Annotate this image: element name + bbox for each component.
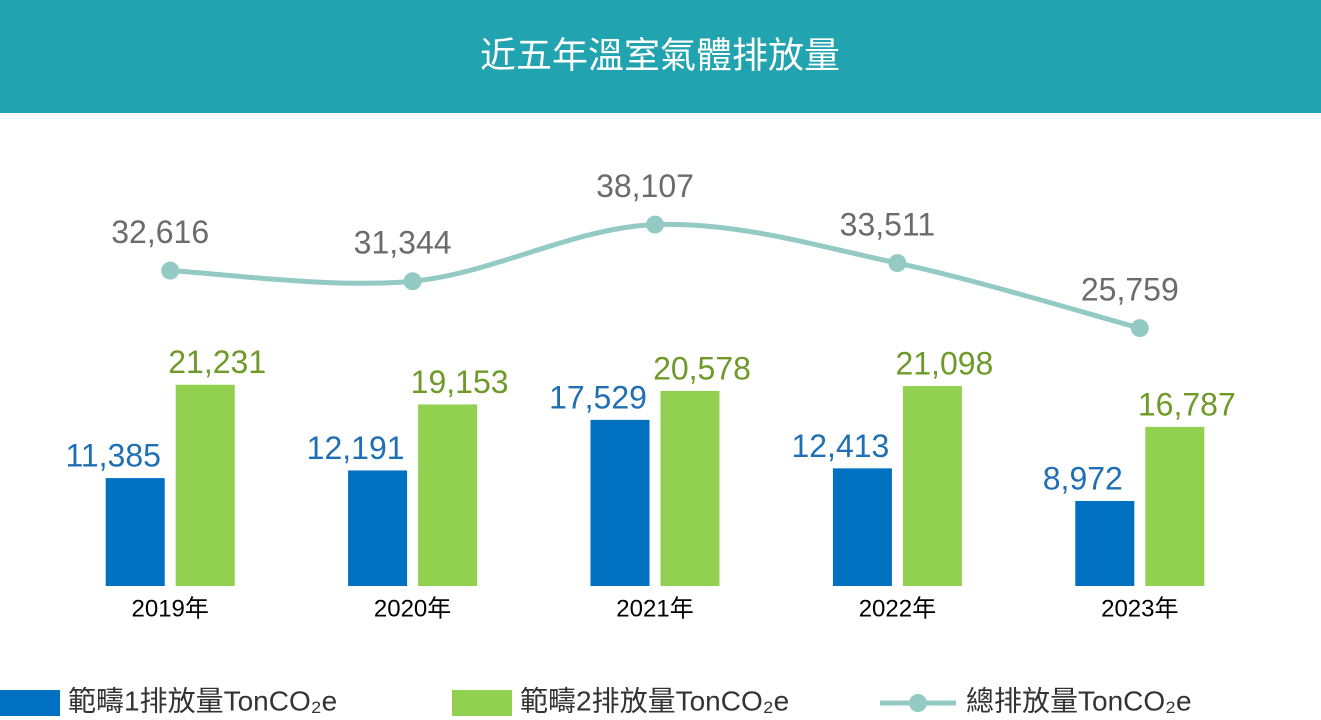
bar bbox=[1075, 500, 1135, 586]
x-tick-label: 2022年 bbox=[859, 595, 936, 622]
legend-marker bbox=[909, 694, 927, 712]
line-marker bbox=[888, 254, 907, 273]
value-label: 21,098 bbox=[895, 345, 993, 381]
value-label: 20,578 bbox=[653, 350, 751, 386]
line-marker bbox=[161, 261, 180, 280]
x-tick-label: 2020年 bbox=[374, 595, 451, 622]
value-label: 32,616 bbox=[111, 214, 209, 250]
bar bbox=[832, 468, 892, 586]
value-label: 16,787 bbox=[1138, 386, 1236, 422]
value-label: 19,153 bbox=[411, 364, 509, 400]
line-marker bbox=[646, 215, 664, 234]
bar bbox=[660, 390, 720, 586]
value-label: 12,191 bbox=[307, 430, 405, 466]
bar bbox=[590, 419, 650, 586]
value-label: 12,413 bbox=[791, 428, 889, 464]
bar bbox=[175, 384, 235, 586]
bar bbox=[1145, 426, 1205, 586]
bar bbox=[902, 386, 962, 586]
value-label: 38,107 bbox=[596, 168, 694, 204]
x-tick-label: 2021年 bbox=[616, 595, 693, 622]
line-marker bbox=[403, 272, 422, 291]
bar bbox=[418, 404, 478, 586]
bar bbox=[105, 478, 165, 586]
x-tick-label: 2023年 bbox=[1101, 595, 1178, 622]
value-label: 8,972 bbox=[1043, 460, 1123, 496]
legend-swatch bbox=[0, 690, 60, 716]
legend-label: 範疇1排放量TonCO₂e bbox=[68, 685, 337, 716]
legend-label: 範疇2排放量TonCO₂e bbox=[520, 685, 789, 716]
header-band bbox=[0, 0, 1321, 113]
x-tick-label: 2019年 bbox=[132, 595, 209, 622]
value-label: 25,759 bbox=[1081, 272, 1179, 308]
value-label: 17,529 bbox=[549, 379, 647, 415]
value-label: 31,344 bbox=[354, 225, 452, 261]
value-label: 21,231 bbox=[168, 344, 266, 380]
chart-title: 近五年溫室氣體排放量 bbox=[480, 35, 840, 76]
value-label: 33,511 bbox=[840, 207, 936, 243]
line bbox=[170, 221, 1141, 331]
bar bbox=[348, 470, 408, 586]
legend-label: 總排放量TonCO₂e bbox=[966, 685, 1192, 716]
value-label: 11,385 bbox=[65, 438, 161, 474]
line-marker bbox=[1130, 319, 1149, 338]
legend-swatch bbox=[452, 690, 512, 716]
